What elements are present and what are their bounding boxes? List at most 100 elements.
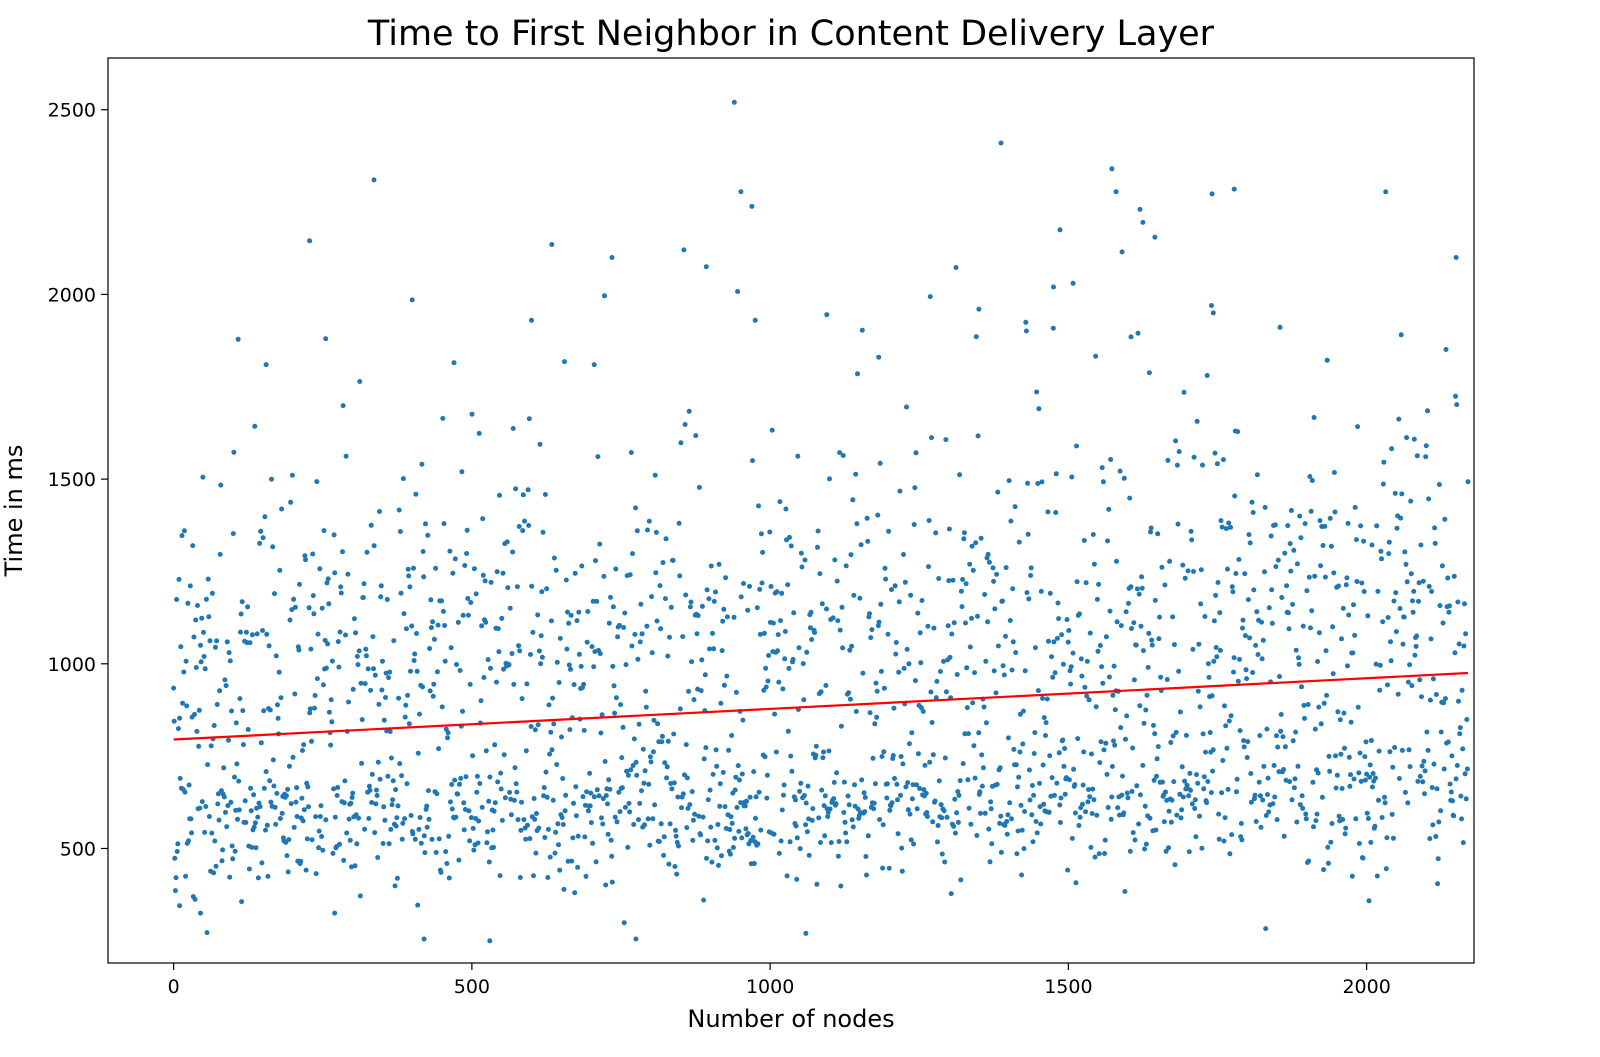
data-point: [1254, 472, 1260, 478]
data-point: [434, 791, 440, 797]
data-point: [368, 687, 374, 693]
data-point: [514, 584, 520, 590]
data-point: [1078, 656, 1084, 662]
data-point: [403, 626, 409, 632]
data-point: [1413, 643, 1419, 649]
data-point: [207, 638, 213, 644]
data-point: [603, 882, 609, 888]
data-point: [717, 803, 723, 809]
data-point: [1077, 814, 1083, 820]
data-point: [711, 646, 717, 652]
data-point: [897, 488, 903, 494]
data-point: [814, 881, 820, 887]
data-point: [1285, 610, 1291, 616]
data-point: [970, 700, 976, 706]
data-point: [813, 743, 819, 749]
data-point: [1197, 813, 1202, 819]
data-point: [1123, 736, 1128, 742]
data-point: [719, 853, 724, 859]
data-point: [687, 604, 693, 610]
data-point: [364, 549, 370, 555]
data-point: [1015, 784, 1020, 790]
data-point: [405, 692, 411, 698]
data-point: [1420, 578, 1426, 584]
data-point: [440, 415, 446, 421]
data-point: [696, 813, 702, 819]
data-point: [934, 678, 940, 684]
data-point: [905, 780, 911, 786]
data-point: [1019, 827, 1025, 833]
data-point: [961, 530, 967, 536]
data-point: [1353, 816, 1359, 822]
data-point: [983, 720, 989, 726]
data-point: [380, 841, 386, 846]
data-point: [803, 930, 809, 936]
data-point: [1418, 542, 1424, 548]
data-point: [753, 815, 758, 821]
data-point: [363, 646, 369, 652]
data-point: [968, 821, 974, 827]
data-point: [671, 731, 677, 737]
data-point: [199, 615, 205, 621]
data-point: [588, 820, 594, 826]
data-point: [1186, 849, 1192, 855]
data-point: [674, 871, 680, 877]
data-point: [1406, 747, 1412, 753]
data-point: [809, 637, 815, 642]
data-point: [325, 641, 331, 647]
data-point: [502, 795, 508, 801]
data-point: [1330, 624, 1336, 630]
data-point: [1177, 709, 1183, 715]
data-point: [994, 571, 1000, 577]
data-point: [584, 789, 590, 795]
data-point: [721, 682, 727, 688]
data-point: [608, 594, 613, 600]
data-point: [325, 576, 331, 582]
data-point: [232, 774, 237, 780]
data-point: [909, 796, 915, 802]
data-point: [1396, 416, 1402, 422]
data-point: [1155, 744, 1161, 750]
data-point: [1324, 357, 1330, 363]
data-point: [1038, 821, 1044, 827]
data-point: [1377, 662, 1383, 668]
data-point: [807, 625, 813, 631]
data-point: [849, 817, 855, 823]
data-point: [1090, 786, 1096, 792]
data-point: [1000, 598, 1005, 604]
data-point: [886, 865, 892, 871]
data-point: [1050, 674, 1056, 680]
data-point: [911, 841, 917, 847]
data-point: [531, 796, 537, 801]
data-point: [542, 492, 548, 497]
data-point: [1156, 636, 1162, 642]
data-point: [374, 787, 379, 793]
data-point: [195, 603, 200, 608]
data-point: [495, 779, 501, 785]
data-point: [1152, 731, 1158, 737]
data-point: [1434, 786, 1440, 792]
data-point: [870, 755, 876, 761]
data-point: [1436, 482, 1442, 487]
data-point: [957, 778, 963, 784]
data-point: [465, 612, 471, 618]
data-point: [786, 665, 792, 671]
data-point: [321, 528, 327, 534]
data-point: [1352, 632, 1358, 638]
data-point: [204, 930, 210, 936]
data-point: [232, 848, 238, 854]
data-point: [1316, 630, 1322, 636]
data-point: [1340, 605, 1346, 611]
data-point: [741, 581, 746, 586]
data-point: [1013, 650, 1019, 656]
data-point: [1269, 587, 1275, 593]
data-point: [711, 598, 717, 604]
data-point: [633, 936, 639, 942]
data-point: [1141, 720, 1147, 726]
data-point: [1356, 770, 1362, 776]
data-point: [369, 771, 375, 777]
data-point: [645, 816, 651, 822]
data-point: [338, 590, 344, 596]
data-point: [181, 669, 187, 675]
data-point: [1319, 794, 1325, 800]
